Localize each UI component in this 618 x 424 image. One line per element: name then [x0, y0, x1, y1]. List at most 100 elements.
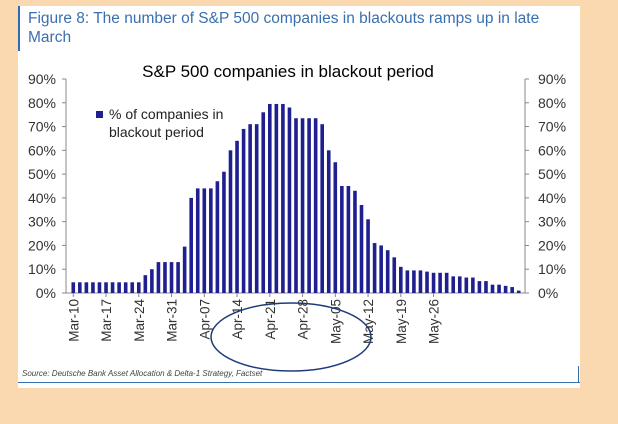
bar	[117, 282, 121, 293]
bar	[215, 181, 220, 293]
bar	[444, 272, 449, 293]
bar	[353, 190, 357, 293]
bar	[438, 272, 442, 293]
bar	[163, 262, 167, 293]
y-tick-label-right: 50%	[538, 166, 566, 182]
bar	[412, 270, 416, 293]
bar	[136, 282, 141, 293]
bar-group	[71, 103, 521, 294]
y-tick-label-left: 70%	[28, 119, 56, 135]
chart-title: S&P 500 companies in blackout period	[142, 62, 434, 81]
bar	[399, 266, 403, 293]
bar	[235, 140, 239, 293]
bar	[497, 284, 501, 293]
bar	[182, 246, 187, 293]
x-tick-group: Mar-10 Mar-17 Mar-24 Mar-31 Apr-07 Apr-14 Apr-…	[66, 293, 442, 344]
bar	[91, 282, 95, 293]
x-tick-label: Mar-31	[165, 299, 180, 342]
legend: % of companies in blackout period	[96, 106, 223, 140]
bar	[268, 103, 272, 293]
bar	[110, 282, 115, 293]
figure-title: Figure 8: The number of S&P 500 companie…	[28, 10, 540, 46]
y-tick-label-right: 60%	[538, 142, 566, 158]
bar	[202, 188, 207, 293]
y-tick-label-right: 30%	[538, 214, 566, 230]
bar	[464, 277, 469, 293]
bar	[418, 270, 423, 293]
bar	[254, 124, 259, 294]
bar	[307, 118, 311, 293]
y-tick-label-left: 20%	[28, 237, 56, 253]
bar	[451, 276, 456, 293]
bar	[241, 128, 246, 293]
bar	[359, 205, 364, 293]
x-tick-label: Mar-24	[132, 299, 147, 342]
y-tick-label-left: 40%	[28, 190, 56, 206]
y-tick-label-right: 70%	[538, 119, 566, 135]
bar	[156, 262, 161, 293]
bar	[287, 107, 292, 293]
y-tick-label-left: 90%	[28, 71, 56, 87]
y-tick-label-right: 40%	[538, 190, 566, 206]
x-tick-label: May-19	[394, 299, 409, 344]
bar	[516, 290, 521, 293]
bar	[366, 219, 370, 293]
bar	[300, 118, 305, 293]
y-tick-label-left: 80%	[28, 95, 56, 111]
x-tick-label: Apr-28	[296, 299, 311, 340]
bar	[169, 262, 174, 293]
bar	[385, 250, 390, 293]
legend-swatch	[96, 111, 103, 118]
bar	[372, 243, 377, 293]
x-tick-label: May-12	[361, 299, 376, 344]
bar	[71, 282, 76, 293]
y-tick-label-right: 0%	[538, 285, 558, 301]
y-tick-label-right: 10%	[538, 261, 566, 277]
bar	[294, 118, 298, 293]
y-tick-label-left: 10%	[28, 261, 56, 277]
bar	[104, 282, 108, 293]
bar	[209, 188, 213, 293]
bar	[228, 150, 233, 293]
right-corner-rule	[578, 366, 579, 382]
bar	[379, 245, 383, 293]
bar	[490, 284, 495, 293]
bar	[97, 282, 102, 293]
x-tick-label: Mar-10	[66, 299, 81, 342]
x-tick-label: Apr-21	[263, 299, 278, 340]
bar	[320, 124, 324, 294]
bar	[176, 262, 180, 293]
left-tick-group: 0% 10% 20% 30% 40% 50% 60% 70% 80% 90%	[28, 71, 66, 301]
bar	[248, 124, 252, 294]
bar	[150, 269, 154, 293]
y-tick-label-right: 80%	[538, 95, 566, 111]
bar	[78, 282, 82, 293]
highlight-ellipse	[210, 302, 372, 372]
y-tick-label-right: 90%	[538, 71, 566, 87]
bar	[457, 276, 462, 293]
legend-label-line-1: % of companies in	[109, 106, 223, 122]
x-tick-label: Apr-14	[230, 299, 245, 340]
x-tick-label: Mar-17	[99, 299, 114, 342]
bar	[405, 270, 410, 293]
bar	[333, 162, 338, 293]
bar	[326, 150, 331, 293]
bar	[281, 103, 285, 293]
legend-label-line-2: blackout period	[109, 124, 204, 140]
bar	[392, 257, 397, 293]
bar	[425, 271, 429, 293]
y-tick-label-right: 20%	[538, 237, 566, 253]
y-tick-label-left: 0%	[36, 285, 56, 301]
bar	[471, 277, 475, 293]
right-tick-group: 0% 10% 20% 30% 40% 50% 60% 70% 80% 90%	[525, 71, 566, 301]
bar	[130, 282, 135, 293]
x-tick-label: May-26	[427, 299, 442, 344]
bar	[274, 103, 279, 293]
bar	[84, 282, 89, 293]
y-tick-label-left: 30%	[28, 214, 56, 230]
bar	[340, 186, 344, 293]
bar	[346, 186, 351, 293]
bar	[484, 281, 488, 293]
y-tick-label-left: 60%	[28, 142, 56, 158]
